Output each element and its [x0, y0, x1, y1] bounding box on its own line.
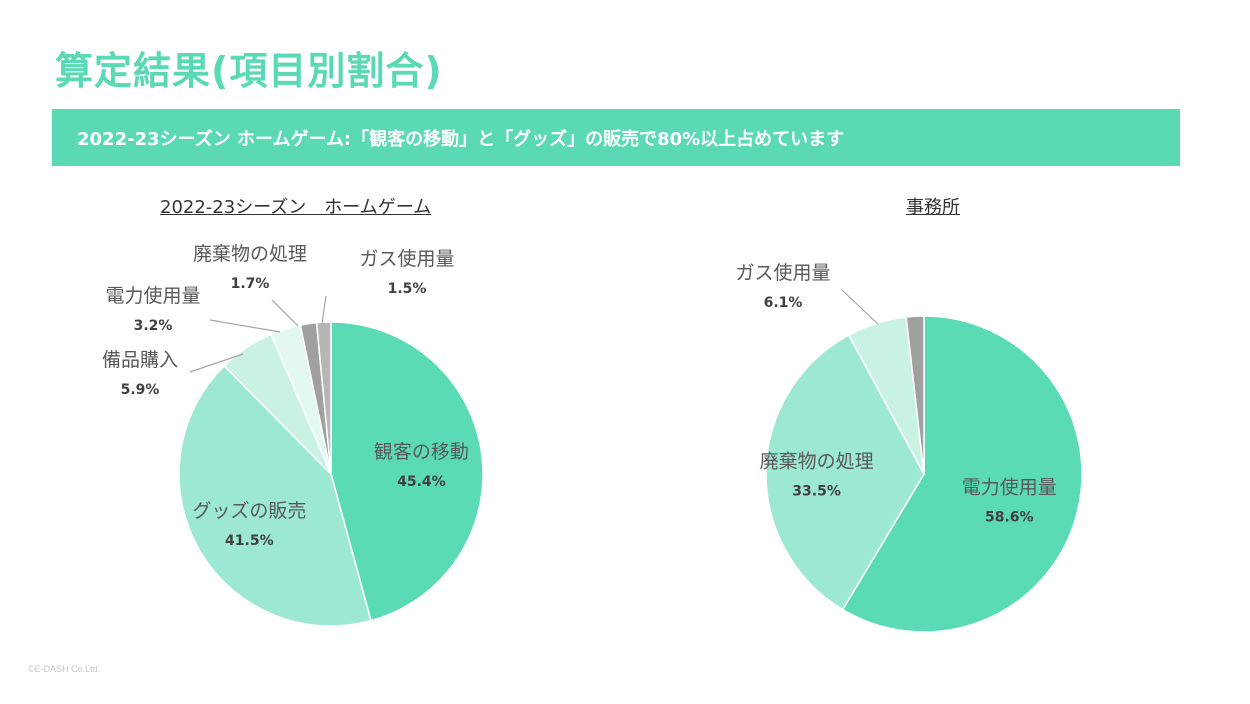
pie-0-slice-3-label: 電力使用量: [105, 285, 200, 307]
pie-0-slice-1-label: グッズの販売: [192, 500, 306, 522]
pie-0-leader-4: [271, 299, 299, 327]
pie-1-slice-2-percent: 6.1%: [764, 295, 803, 311]
pie-0-slice-0-label: 観客の移動: [374, 441, 469, 463]
pie-0-slice-2-label: 備品購入: [102, 349, 178, 371]
pie-0-slice-2-percent: 5.9%: [121, 382, 160, 398]
chart-title-office: 事務所: [906, 197, 960, 218]
pie-1-slice-1-label: 廃棄物の処理: [760, 451, 874, 473]
pie-1-slice-3: [905, 315, 925, 475]
pie-0-leader-5: [321, 295, 327, 324]
summary-banner-text: 2022-23シーズン ホームゲーム:「観客の移動」と「グッズ」の販売で80%以…: [77, 129, 845, 150]
pie-1-slice-0: [841, 315, 1083, 633]
pie-1-leader-2: [841, 289, 879, 325]
pie-0-slice-4-percent: 1.7%: [231, 276, 270, 292]
pie-1-slice-0-label: 電力使用量: [962, 477, 1057, 499]
page-title: 算定結果(項目別割合): [55, 49, 443, 93]
pie-0-slice-0-percent: 45.4%: [397, 474, 446, 490]
pie-0-slice-3-percent: 3.2%: [134, 318, 173, 334]
copyright: ©E-DASH Co.Ltd.: [28, 664, 101, 674]
pie-1-slice-1-percent: 33.5%: [792, 484, 841, 500]
summary-banner: 2022-23シーズン ホームゲーム:「観客の移動」と「グッズ」の販売で80%以…: [52, 109, 1180, 166]
pie-0-slice-4-label: 廃棄物の処理: [193, 243, 307, 265]
pie-0-slice-5-label: ガス使用量: [359, 248, 454, 270]
pie-1-slice-0-percent: 58.6%: [985, 510, 1034, 526]
pie-0-slice-5-percent: 1.5%: [388, 281, 427, 297]
pie-1-slice-1: [765, 334, 925, 611]
pie-0-slice-1-percent: 41.5%: [225, 533, 274, 549]
pie-0-slice-0: [330, 321, 484, 622]
pie-0-slice-5: [315, 321, 332, 475]
chart-title-home-game: 2022-23シーズン ホームゲーム: [160, 197, 432, 218]
pie-0-leader-2: [189, 353, 244, 373]
pie-0-leader-3: [209, 319, 281, 333]
pie-1-slice-2-label: ガス使用量: [735, 262, 830, 284]
pie-0-slice-1: [178, 364, 372, 627]
